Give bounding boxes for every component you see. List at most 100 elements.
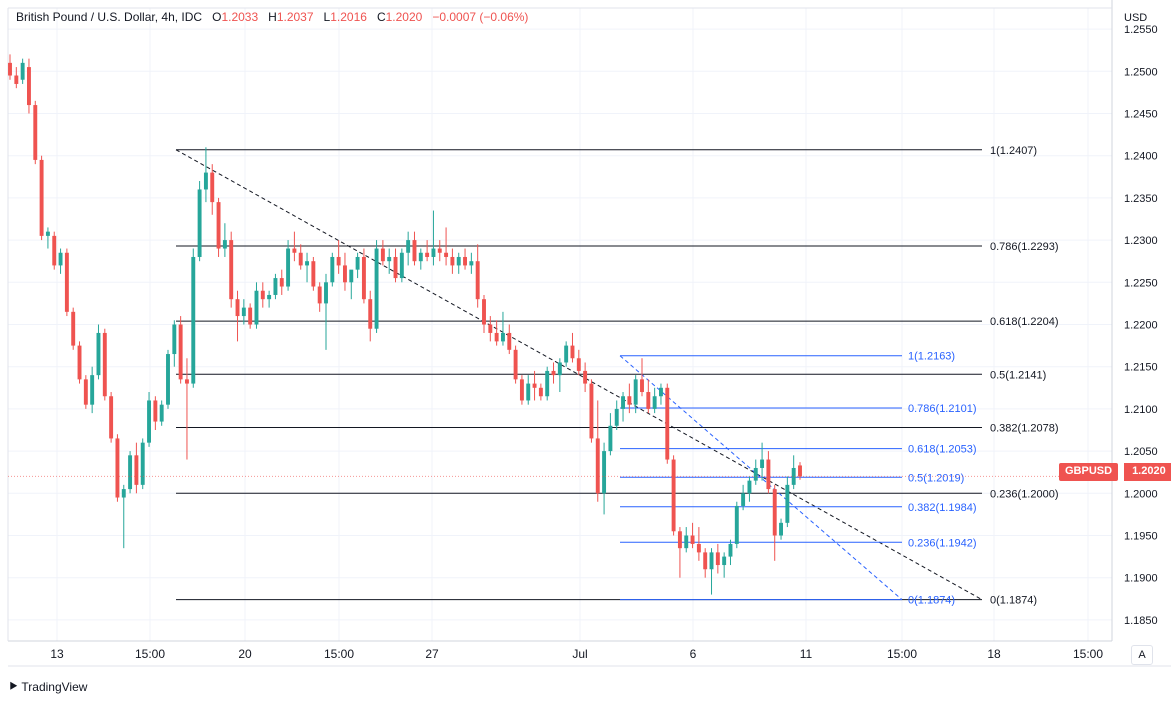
candle-body: [90, 375, 95, 405]
candle-body: [286, 248, 291, 287]
candle-body: [677, 531, 682, 549]
y-tick-label: 1.2450: [1124, 109, 1158, 121]
x-tick-label: Jul: [572, 647, 587, 661]
candle-body: [665, 387, 670, 460]
candle-body: [526, 383, 531, 401]
candle-body: [159, 404, 164, 422]
close-label: C: [376, 10, 386, 24]
candle-body: [374, 248, 379, 329]
candle-body: [147, 400, 151, 443]
candle-body: [121, 489, 126, 498]
x-tick-label: 15:00: [324, 647, 354, 661]
candle-body: [501, 332, 505, 342]
candle-body: [58, 252, 63, 266]
candle-body: [109, 396, 114, 439]
candle-body: [305, 261, 309, 266]
candle-body: [45, 231, 50, 236]
fib-level-label: 0.5(1.2141): [990, 369, 1046, 381]
x-tick-label: 15:00: [887, 647, 917, 661]
candle-body: [115, 438, 120, 498]
candle-body: [279, 278, 284, 287]
candle-body: [659, 387, 663, 397]
x-tick-label: 15:00: [135, 647, 165, 661]
candle-body: [185, 379, 189, 384]
candle-body: [652, 396, 657, 409]
candle-body: [172, 324, 177, 355]
candle-body: [8, 62, 12, 76]
candle-body: [703, 552, 708, 570]
candle-body: [715, 552, 720, 566]
candle-body: [260, 290, 265, 300]
candle-body: [412, 240, 417, 262]
candle-body: [83, 379, 88, 405]
candle-body: [292, 248, 297, 253]
y-tick-label: 1.1850: [1124, 615, 1158, 627]
candle-body: [14, 75, 19, 84]
candle-body: [583, 370, 588, 384]
candle-body: [153, 400, 158, 422]
y-tick-label: 1.2550: [1124, 24, 1158, 36]
y-tick-label: 1.1950: [1124, 531, 1158, 543]
candle-body: [741, 493, 746, 506]
candle-body: [463, 256, 467, 266]
candle-body: [671, 459, 676, 532]
candle-body: [267, 294, 272, 300]
axis-currency-label: USD: [1124, 12, 1147, 24]
candle-body: [235, 299, 240, 317]
candle-body: [602, 451, 607, 494]
high-value: 1.2037: [276, 10, 314, 24]
candle-body: [589, 383, 594, 439]
candle-body: [140, 442, 145, 485]
low-value: 1.2016: [330, 10, 367, 24]
candle-body: [646, 392, 651, 409]
price-tag-symbol: GBPUSD: [1059, 463, 1119, 481]
candle-body: [96, 332, 101, 376]
candle-body: [475, 261, 480, 300]
fib-level-label: 0.382(1.2078): [990, 422, 1059, 434]
candle-body: [564, 345, 569, 363]
x-tick-label: 18: [987, 647, 1001, 661]
candle-body: [570, 345, 575, 359]
brand-label: TradingView: [21, 680, 88, 694]
price-tag-value: 1.2020: [1124, 463, 1171, 481]
auto-scale-button[interactable]: A: [1131, 645, 1153, 665]
y-tick-label: 1.2200: [1124, 320, 1158, 332]
candle-body: [134, 455, 139, 485]
candle-body: [20, 62, 25, 80]
last-price-tag: GBPUSD 1.2020: [1059, 463, 1171, 481]
close-value: 1.2020: [385, 10, 423, 24]
chart-legend: British Pound / U.S. Dollar, 4h, IDC O1.…: [16, 10, 528, 24]
tradingview-brand: ⯈ TradingView: [8, 679, 87, 695]
candle-body: [456, 256, 461, 266]
y-tick-label: 1.2500: [1124, 66, 1158, 78]
candle-body: [627, 396, 632, 405]
candle-body: [614, 408, 619, 426]
y-tick-label: 1.2300: [1124, 235, 1158, 247]
y-tick-label: 1.2350: [1124, 193, 1158, 205]
y-tick-label: 1.2050: [1124, 446, 1158, 458]
candle-body: [254, 290, 259, 325]
candle-body: [640, 379, 644, 393]
high-label: H: [268, 10, 277, 24]
candle-body: [71, 311, 76, 346]
candle-body: [349, 269, 354, 283]
fib-blue-level-label: 0.618(1.2053): [908, 444, 977, 456]
candle-body: [324, 282, 328, 304]
x-tick-label: 20: [238, 647, 252, 661]
open-value: 1.2033: [221, 10, 259, 24]
candle-body: [633, 379, 638, 405]
fib-blue-level-label: 0.5(1.2019): [908, 472, 964, 484]
candle-body: [33, 105, 38, 160]
candle-body: [753, 467, 758, 481]
y-tick-label: 1.2150: [1124, 362, 1158, 374]
candle-body: [538, 387, 543, 397]
candle-body: [361, 256, 366, 300]
candle-body: [27, 67, 31, 106]
candle-body: [330, 256, 335, 283]
candle-body: [52, 235, 57, 266]
candle-body: [102, 332, 107, 397]
candle-body: [507, 332, 512, 350]
candle-body: [450, 256, 455, 266]
symbol-label: British Pound / U.S. Dollar, 4h, IDC: [16, 10, 203, 24]
